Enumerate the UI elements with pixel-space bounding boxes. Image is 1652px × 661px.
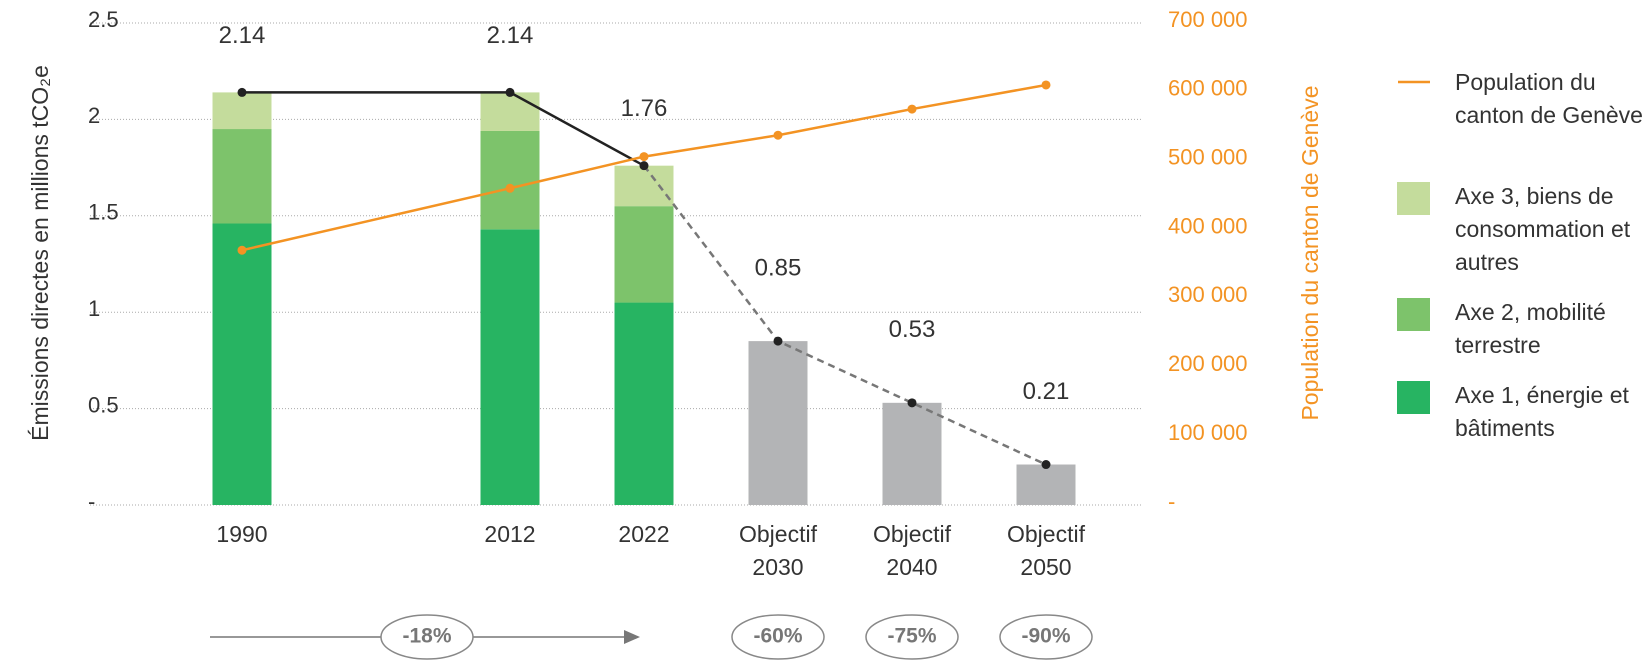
y2-tick-label: 100 000: [1168, 420, 1248, 445]
legend-swatch: [1397, 381, 1430, 414]
y2-tick-label: 400 000: [1168, 213, 1248, 238]
population-dot: [773, 130, 783, 140]
y-tick-label: -: [88, 489, 95, 514]
total-label: 0.85: [755, 254, 802, 281]
annotation-ellipse: [865, 614, 959, 660]
y2-tick-label: 600 000: [1168, 76, 1248, 101]
bar-segment: [480, 92, 540, 131]
y2-tick-label: 500 000: [1168, 145, 1248, 170]
x-tick-label: Objectif 2030: [739, 521, 817, 580]
population-dot: [237, 245, 247, 255]
y2-axis-label: Population du canton de Genève: [1297, 85, 1323, 420]
x-tick-label: Objectif 2040: [873, 521, 951, 580]
total-dot: [773, 336, 783, 346]
legend-label: Axe 3, biens de consommation et autres: [1455, 183, 1631, 275]
bar-segment: [614, 206, 674, 303]
x-tick-label: 1990: [216, 521, 268, 547]
total-dot: [505, 87, 515, 97]
total-label: 0.53: [889, 316, 936, 343]
population-dot: [907, 104, 917, 114]
legend-label: Population du canton de Genève: [1455, 69, 1643, 128]
total-dot: [1041, 460, 1051, 470]
legend-swatch: [1397, 298, 1430, 331]
total-dot: [639, 161, 649, 171]
target-bar: [748, 341, 808, 505]
annotation: -90%: [1021, 625, 1070, 648]
arrow-head: [624, 630, 640, 644]
y-tick-label: 1.5: [88, 200, 119, 225]
y-tick-label: 0.5: [88, 392, 119, 417]
target-bar: [882, 402, 942, 505]
annotation-ellipse: [731, 614, 825, 660]
y-tick-label: 1: [88, 296, 100, 321]
total-dot: [237, 87, 247, 97]
annotation: -18%: [402, 625, 451, 648]
y2-tick-label: 700 000: [1168, 7, 1248, 32]
total-label: 1.76: [621, 95, 668, 122]
total-line: [242, 91, 645, 167]
bar-segment: [614, 165, 674, 207]
annotation-ellipse: [380, 614, 474, 660]
population-dot: [639, 152, 649, 162]
x-tick-label: Objectif 2050: [1007, 521, 1085, 580]
total-dot: [907, 398, 917, 408]
y-axis-label: Émissions directes en millions tCO₂e: [27, 65, 53, 441]
population-dot: [1041, 80, 1051, 90]
y2-tick-label: 300 000: [1168, 282, 1248, 307]
y-tick-label: 2: [88, 103, 100, 128]
annotation: -75%: [887, 625, 936, 648]
x-tick-label: 2012: [484, 521, 536, 547]
population-dot: [505, 183, 515, 193]
legend-label: Axe 1, énergie et bâtiments: [1455, 382, 1629, 441]
bar-segment: [212, 129, 272, 224]
annotation: -60%: [753, 625, 802, 648]
x-tick-label: 2022: [618, 521, 670, 547]
population-line: [241, 83, 1047, 252]
total-label: 2.14: [487, 22, 534, 49]
target-line: [643, 164, 1047, 466]
bar-segment: [212, 92, 272, 130]
bar-segment: [614, 302, 674, 505]
total-label: 0.21: [1023, 378, 1070, 405]
annotation-ellipse: [999, 614, 1093, 660]
y2-tick-label: -: [1168, 489, 1175, 514]
legend-label: Axe 2, mobilité terrestre: [1455, 299, 1606, 358]
bar-segment: [212, 223, 272, 505]
y2-tick-label: 200 000: [1168, 351, 1248, 376]
target-bar: [1016, 464, 1076, 505]
total-label: 2.14: [219, 22, 266, 49]
y-tick-label: 2.5: [88, 7, 119, 32]
bar-segment: [480, 130, 540, 230]
bar-segment: [480, 229, 540, 505]
legend-swatch: [1397, 182, 1430, 215]
